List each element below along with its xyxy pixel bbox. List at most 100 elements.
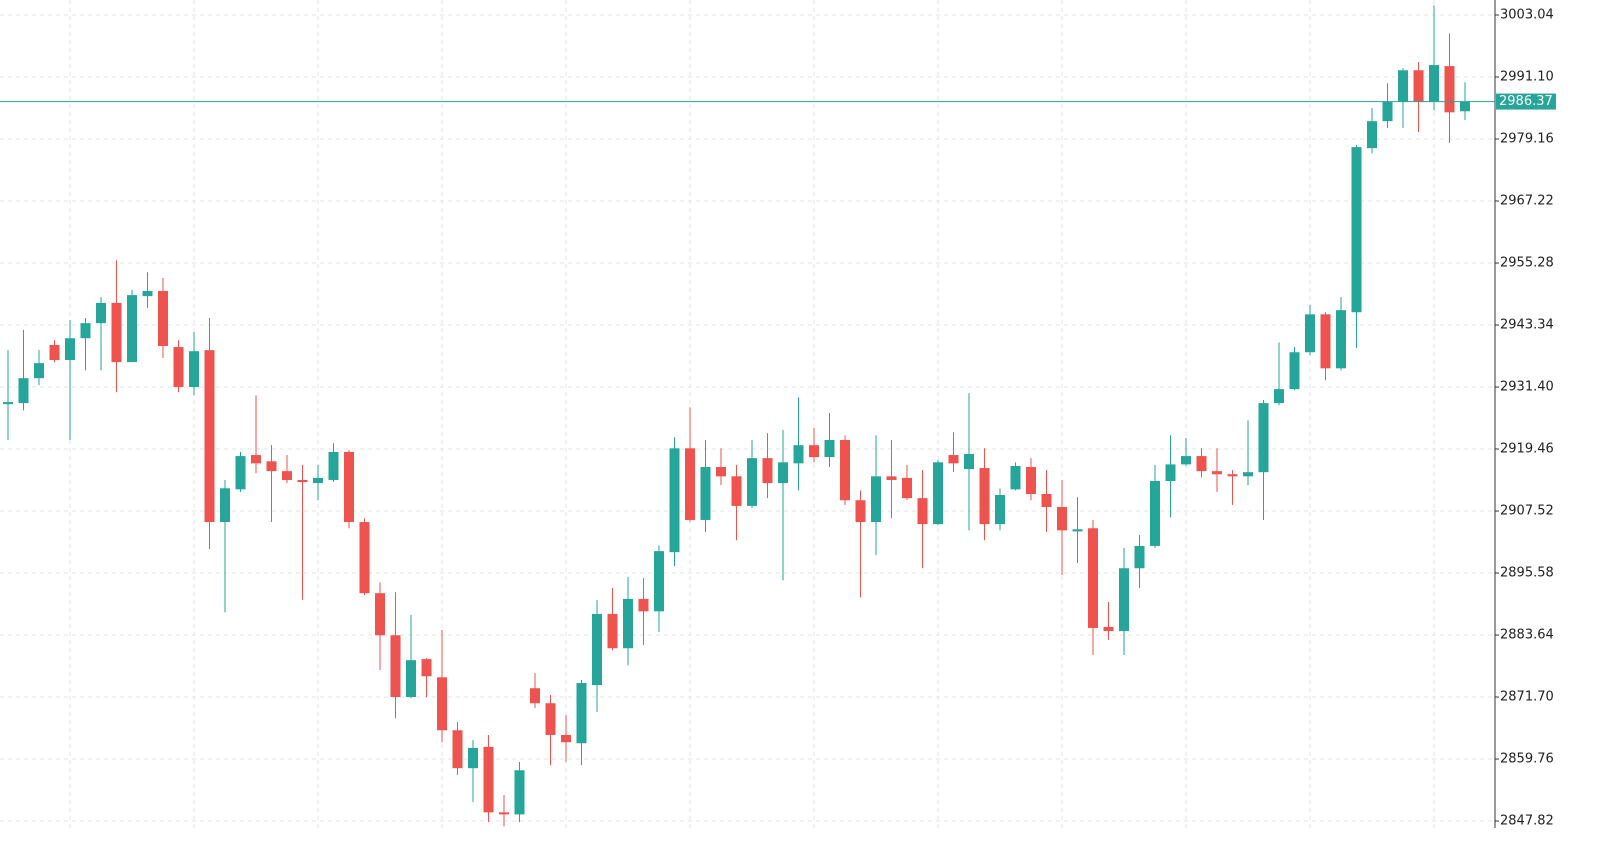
candle-body <box>917 498 928 525</box>
candle-body <box>189 351 199 388</box>
candle-body <box>390 635 401 698</box>
candle-body <box>1010 465 1021 490</box>
candle-body <box>1367 121 1377 149</box>
candle-body <box>1057 506 1067 531</box>
candle-body <box>1026 466 1036 494</box>
candle-body <box>964 454 974 470</box>
candle-body <box>34 363 44 379</box>
candle-body <box>685 448 695 520</box>
y-tick-label: 2883.64 <box>1500 628 1554 643</box>
y-tick-label: 2967.22 <box>1500 194 1554 209</box>
price-label-bg <box>1496 93 1556 110</box>
candle-body <box>1150 481 1160 546</box>
candle-body <box>1305 314 1315 353</box>
candle-body <box>1460 101 1470 112</box>
candle-body <box>49 344 60 361</box>
candle-body <box>1165 464 1176 482</box>
candle-body <box>1134 545 1145 569</box>
y-tick-label: 2919.46 <box>1500 442 1554 457</box>
candle-body <box>731 476 742 506</box>
candle-body <box>468 747 478 769</box>
candle-body <box>995 495 1005 525</box>
candle-body <box>1429 65 1439 102</box>
candle-body <box>282 471 292 480</box>
candle-body <box>235 456 246 490</box>
y-tick-label: 2943.34 <box>1500 318 1554 333</box>
candle-body <box>1398 70 1408 102</box>
candle-body <box>406 660 416 698</box>
candle-body <box>1212 471 1222 475</box>
candle-body <box>158 290 168 346</box>
candle-body <box>514 770 525 815</box>
candle-body <box>824 439 835 458</box>
candle-body <box>3 402 13 405</box>
candle-body <box>1336 310 1346 369</box>
y-tick-label: 2859.76 <box>1500 752 1554 767</box>
y-tick-label: 2871.70 <box>1500 690 1554 705</box>
y-tick-label: 2847.82 <box>1500 814 1554 829</box>
candle-body <box>18 378 29 404</box>
candle-body <box>266 461 277 472</box>
y-tick-label: 2931.40 <box>1500 380 1554 395</box>
candle-body <box>421 659 432 677</box>
candle-body <box>592 613 602 686</box>
candle-body <box>654 551 664 612</box>
candle-body <box>933 462 943 525</box>
candle-body <box>142 290 153 297</box>
candle-body <box>840 439 850 501</box>
candle-body <box>1351 147 1362 313</box>
candle-body <box>793 445 804 464</box>
candle-body <box>1243 472 1253 477</box>
candle-body <box>809 445 819 458</box>
y-tick-label: 2907.52 <box>1500 504 1554 519</box>
candle-body <box>1227 474 1238 477</box>
candle-body <box>251 455 261 464</box>
candle-body <box>483 746 494 813</box>
candle-body <box>96 302 106 324</box>
candle-body <box>700 466 711 520</box>
candle-body <box>902 477 912 499</box>
candle-body <box>669 448 680 553</box>
candle-body <box>65 338 75 361</box>
candle-body <box>204 350 215 523</box>
candle-body <box>111 302 122 363</box>
candle-body <box>762 458 773 484</box>
y-tick-label: 2895.58 <box>1500 566 1554 581</box>
candle-body <box>344 451 354 523</box>
candle-body <box>778 462 788 484</box>
y-tick-label: 2979.16 <box>1500 132 1554 147</box>
candle-body <box>452 730 463 769</box>
candle-body <box>328 451 339 480</box>
price-label: 2986.37 <box>1499 94 1553 109</box>
y-tick-label: 2955.28 <box>1500 256 1554 271</box>
candle-body <box>1413 70 1424 102</box>
y-tick-label: 3003.04 <box>1500 8 1554 23</box>
candle-body <box>80 323 91 339</box>
y-tick-label: 2991.10 <box>1500 70 1554 85</box>
candle-body <box>127 295 137 363</box>
candle-body <box>499 812 509 815</box>
candle-body <box>220 488 230 523</box>
candle-body <box>1444 66 1455 113</box>
candle-body <box>359 522 370 594</box>
candle-body <box>375 593 385 636</box>
candle-body <box>1196 456 1207 472</box>
candle-body <box>297 479 308 483</box>
candle-body <box>948 455 959 464</box>
candle-body <box>1119 568 1129 632</box>
candle-body <box>1289 352 1300 390</box>
candle-body <box>623 598 633 649</box>
candle-body <box>1088 528 1098 628</box>
candle-body <box>979 468 990 525</box>
candle-body <box>545 703 556 735</box>
candle-body <box>437 677 447 731</box>
candle-body <box>1258 403 1269 473</box>
candle-body <box>1103 626 1114 632</box>
candle-body <box>173 347 184 388</box>
candle-body <box>576 683 587 744</box>
candle-body <box>1072 529 1083 532</box>
candle-body <box>871 476 881 523</box>
candle-body <box>886 476 897 480</box>
